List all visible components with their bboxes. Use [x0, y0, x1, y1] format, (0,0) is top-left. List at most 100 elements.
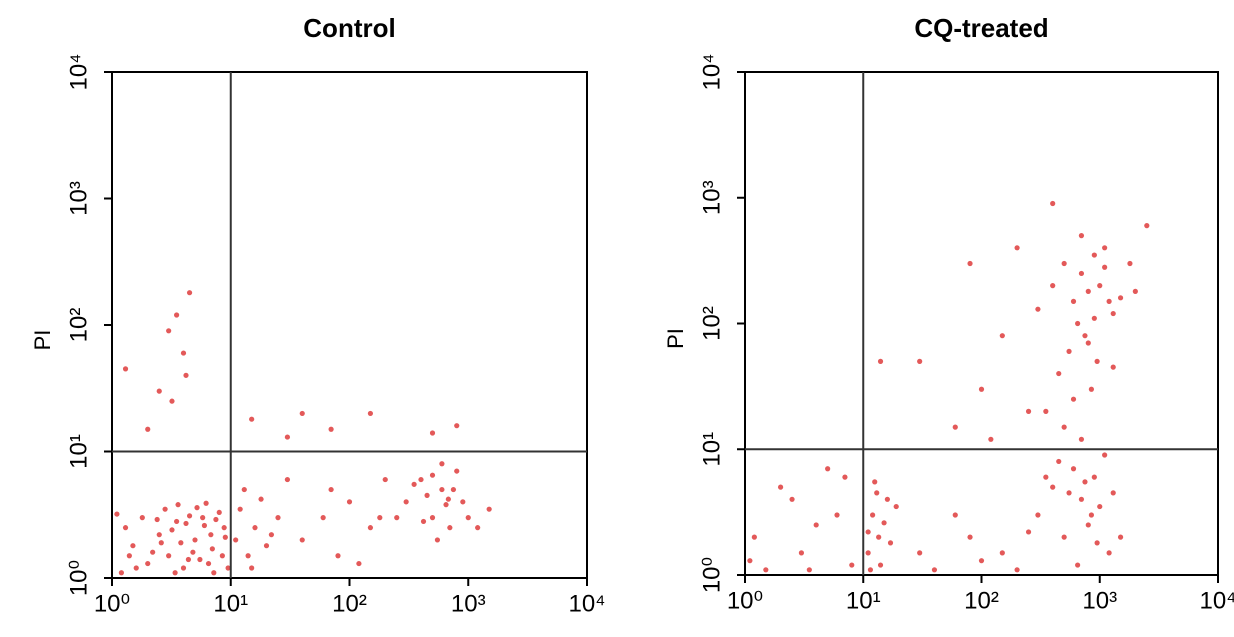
data-point	[328, 426, 334, 432]
data-point	[999, 550, 1005, 556]
data-point	[299, 410, 305, 417]
data-point	[806, 567, 812, 573]
data-point	[988, 436, 994, 442]
data-point	[222, 534, 228, 540]
data-point	[1132, 288, 1138, 294]
data-point	[486, 506, 492, 512]
x-tick-label: 10³	[451, 590, 486, 617]
data-point	[952, 512, 958, 518]
data-point	[1070, 396, 1077, 402]
data-point	[842, 474, 848, 480]
data-point	[154, 516, 160, 523]
data-point	[185, 556, 192, 563]
data-point	[205, 560, 212, 567]
data-point	[268, 532, 275, 538]
data-point	[145, 560, 151, 567]
data-point	[377, 515, 383, 521]
data-point	[867, 567, 874, 573]
data-point	[158, 540, 164, 546]
y-tick-label: 10⁰	[65, 560, 92, 596]
data-point	[221, 525, 227, 531]
data-point	[1094, 358, 1100, 364]
data-point	[877, 562, 884, 568]
data-point	[1091, 315, 1097, 321]
data-point	[194, 505, 200, 511]
data-point	[952, 424, 958, 430]
data-point	[1117, 534, 1124, 540]
y-tick-label: 10²	[65, 308, 92, 343]
x-tick-label: 10⁴	[568, 590, 605, 617]
data-point	[367, 410, 374, 417]
data-point	[1078, 436, 1085, 442]
data-point	[208, 532, 214, 538]
data-point	[1106, 298, 1112, 304]
data-point	[1070, 466, 1077, 472]
data-point	[200, 515, 206, 521]
data-point	[865, 550, 871, 556]
data-point	[1106, 550, 1112, 556]
data-point	[1085, 288, 1091, 294]
panel-title: Control	[303, 13, 395, 43]
y-tick-label: 10¹	[698, 432, 725, 467]
data-point	[156, 532, 162, 538]
data-point	[429, 430, 436, 436]
data-point	[751, 534, 757, 540]
data-point	[1117, 295, 1124, 301]
data-point	[252, 525, 258, 531]
data-point	[150, 549, 156, 555]
y-tick-label: 10⁰	[698, 557, 725, 593]
data-point	[174, 312, 180, 318]
data-point	[197, 556, 203, 563]
data-point	[454, 423, 460, 429]
data-point	[967, 534, 973, 540]
data-point	[1091, 474, 1097, 480]
data-point	[443, 502, 449, 508]
data-point	[1035, 306, 1041, 312]
data-point	[1043, 408, 1049, 414]
data-point	[209, 546, 215, 552]
data-point	[1066, 348, 1072, 354]
data-point	[1144, 223, 1150, 229]
y-tick-label: 10⁴	[698, 53, 725, 90]
data-point	[201, 522, 208, 529]
data-point	[1075, 320, 1081, 327]
x-tick-label: 10⁰	[727, 587, 763, 614]
data-point	[424, 492, 430, 498]
y-tick-label: 10¹	[65, 434, 92, 469]
data-point	[434, 537, 441, 543]
data-point	[1043, 474, 1049, 480]
data-point	[1014, 567, 1020, 573]
data-point	[1025, 408, 1032, 414]
data-point	[1097, 503, 1103, 510]
data-point	[1091, 252, 1097, 258]
data-point	[249, 416, 255, 422]
data-point	[460, 499, 466, 505]
data-point	[872, 479, 878, 485]
data-point	[192, 537, 198, 543]
data-point	[1078, 270, 1085, 277]
data-point	[1110, 364, 1116, 370]
data-point	[225, 565, 231, 571]
data-point	[1110, 310, 1116, 317]
data-point	[834, 512, 840, 518]
x-tick-label: 10¹	[846, 587, 881, 614]
data-point	[1070, 298, 1077, 304]
data-point	[156, 388, 162, 394]
data-point	[439, 461, 445, 467]
x-tick-label: 10³	[1082, 587, 1117, 614]
data-point	[186, 290, 193, 296]
data-point	[813, 522, 819, 528]
data-point	[1085, 522, 1091, 528]
data-point	[445, 496, 451, 502]
data-point	[175, 502, 181, 508]
data-point	[931, 567, 938, 573]
data-point	[284, 476, 291, 483]
x-tick-label: 10²	[332, 590, 367, 617]
data-point	[418, 476, 424, 483]
data-point	[1061, 534, 1067, 540]
data-point	[439, 486, 445, 493]
data-point	[183, 520, 189, 527]
data-point	[183, 372, 189, 378]
data-point	[263, 543, 270, 549]
data-point	[978, 558, 985, 564]
